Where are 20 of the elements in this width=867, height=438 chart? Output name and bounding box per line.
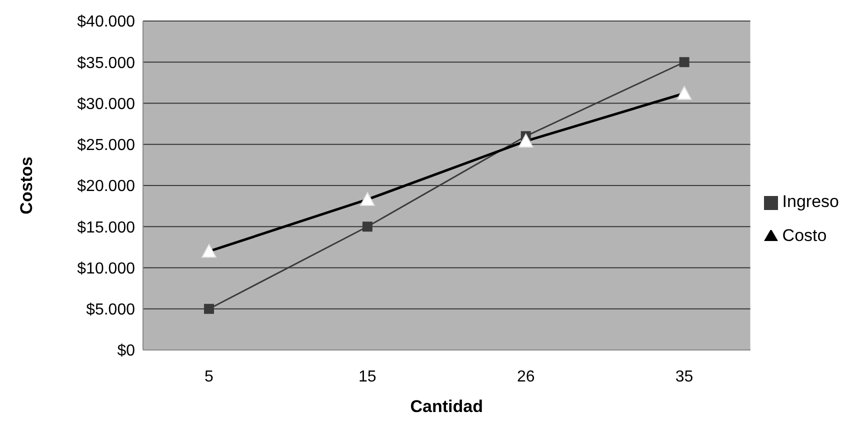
y-tick-label: $10.000 [77, 260, 136, 278]
y-axis-title: Costos [17, 156, 36, 214]
x-tick-label: 5 [204, 368, 214, 386]
y-tick-label: $5.000 [86, 302, 136, 319]
y-tick-label: $20.000 [77, 178, 136, 196]
x-axis-title: Cantidad [410, 397, 484, 416]
y-tick-label: $40.000 [77, 14, 136, 31]
legend-label: Costo [782, 226, 827, 245]
y-tick-label: $35.000 [77, 54, 136, 72]
point [362, 222, 372, 232]
legend-label: Ingreso [782, 192, 839, 211]
x-tick-label: 35 [675, 368, 694, 386]
point [204, 304, 214, 314]
x-tick-label: 26 [516, 368, 535, 386]
y-tick-label: $25.000 [77, 137, 136, 154]
y-tick-label: $15.000 [77, 219, 136, 236]
point [679, 57, 690, 68]
x-tick-label: 15 [358, 368, 376, 386]
y-tick-label: $0 [117, 342, 136, 360]
y-tick-label: $30.000 [77, 96, 136, 113]
